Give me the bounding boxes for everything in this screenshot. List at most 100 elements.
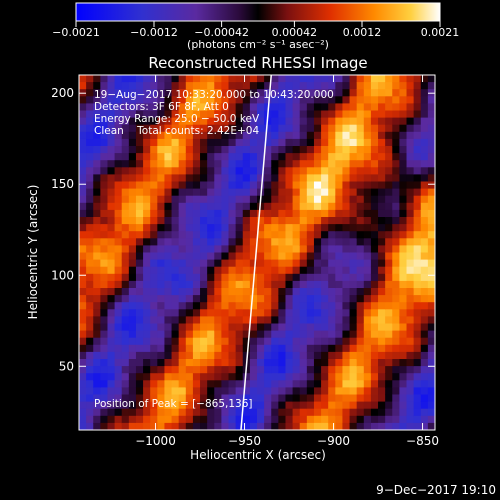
heatmap-cell (427, 422, 435, 430)
heatmap-cell (178, 288, 187, 296)
heatmap-cell (228, 351, 237, 360)
heatmap-cell (107, 217, 116, 225)
heatmap-cell (242, 302, 251, 310)
heatmap-cell (128, 160, 137, 168)
heatmap-cell (406, 124, 415, 133)
heatmap-cell (121, 131, 130, 140)
heatmap-cell (413, 82, 422, 90)
heatmap-cell (214, 195, 222, 204)
heatmap-cell (292, 245, 301, 254)
heatmap-cell (185, 174, 194, 183)
heatmap-cell (285, 82, 294, 90)
heatmap-cell (128, 124, 137, 133)
heatmap-cell (249, 401, 258, 410)
heatmap-cell (278, 415, 287, 424)
heatmap-cell (114, 224, 123, 232)
heatmap-cell (349, 366, 358, 374)
heatmap-cell (214, 103, 222, 112)
heatmap-cell (164, 146, 173, 154)
heatmap-cell (392, 174, 400, 183)
heatmap-cell (427, 181, 435, 190)
heatmap-cell (292, 302, 301, 310)
heatmap-cell (328, 408, 336, 417)
heatmap-cell (271, 245, 279, 254)
heatmap-cell (93, 359, 101, 367)
heatmap-cell (399, 174, 408, 183)
heatmap-cell (370, 89, 379, 97)
heatmap-cell (128, 309, 137, 317)
heatmap-cell (121, 103, 130, 112)
heatmap-cell (313, 238, 322, 246)
heatmap-cell (378, 359, 386, 367)
heatmap-cell (264, 330, 272, 339)
heatmap-cell (143, 373, 151, 381)
heatmap-cell (135, 366, 144, 374)
heatmap-cell (321, 288, 329, 296)
heatmap-cell (427, 259, 435, 268)
heatmap-cell (278, 217, 287, 225)
heatmap-cell (121, 110, 130, 119)
heatmap-cell (313, 351, 322, 360)
heatmap-cell (356, 337, 365, 346)
heatmap-cell (128, 288, 137, 296)
heatmap-cell (378, 217, 386, 225)
heatmap-cell (235, 188, 244, 197)
heatmap-cell (306, 302, 315, 310)
heatmap-cell (349, 316, 358, 325)
heatmap-cell (313, 309, 322, 317)
heatmap-cell (420, 167, 429, 175)
heatmap-cell (171, 110, 180, 119)
heatmap-cell (406, 75, 415, 83)
heatmap-cell (249, 146, 258, 154)
heatmap-cell (107, 408, 116, 417)
heatmap-cell (406, 224, 415, 232)
heatmap-cell (306, 387, 315, 396)
heatmap-cell (86, 259, 94, 268)
heatmap-cell (321, 131, 329, 140)
heatmap-cell (100, 96, 109, 104)
heatmap-cell (392, 181, 400, 190)
heatmap-cell (392, 316, 400, 325)
heatmap-cell (278, 202, 287, 211)
heatmap-cell (171, 359, 180, 367)
heatmap-cell (420, 103, 429, 112)
heatmap-cell (185, 380, 194, 388)
heatmap-cell (328, 202, 336, 211)
heatmap-cell (385, 302, 393, 310)
heatmap-cell (228, 316, 237, 325)
heatmap-cell (378, 238, 386, 246)
heatmap-cell (342, 89, 351, 97)
heatmap-cell (114, 217, 123, 225)
heatmap-cell (214, 89, 222, 97)
heatmap-cell (164, 224, 173, 232)
heatmap-cell (157, 188, 166, 197)
heatmap-cell (257, 117, 265, 126)
heatmap-cell (185, 153, 194, 161)
heatmap-cell (200, 131, 208, 140)
heatmap-cell (285, 89, 294, 97)
heatmap-cell (399, 188, 408, 197)
heatmap-cell (385, 202, 393, 211)
heatmap-cell (292, 217, 301, 225)
heatmap-cell (86, 408, 94, 417)
heatmap-cell (370, 359, 379, 367)
heatmap-cell (128, 302, 137, 310)
heatmap-cell (292, 344, 301, 353)
heatmap-cell (356, 75, 365, 83)
heatmap-cell (313, 138, 322, 147)
heatmap-cell (278, 351, 287, 360)
heatmap-cell (378, 252, 386, 261)
heatmap-cell (335, 295, 344, 303)
heatmap-cell (271, 117, 279, 126)
heatmap-cell (143, 295, 151, 303)
heatmap-cell (150, 422, 158, 430)
heatmap-cell (306, 309, 315, 317)
heatmap-cell (86, 316, 94, 325)
heatmap-cell (79, 153, 87, 161)
heatmap-cell (249, 266, 258, 275)
heatmap-cell (157, 380, 166, 388)
heatmap-cell (143, 266, 151, 275)
heatmap-cell (214, 323, 222, 332)
heatmap-cell (378, 103, 386, 112)
heatmap-cell (93, 217, 101, 225)
